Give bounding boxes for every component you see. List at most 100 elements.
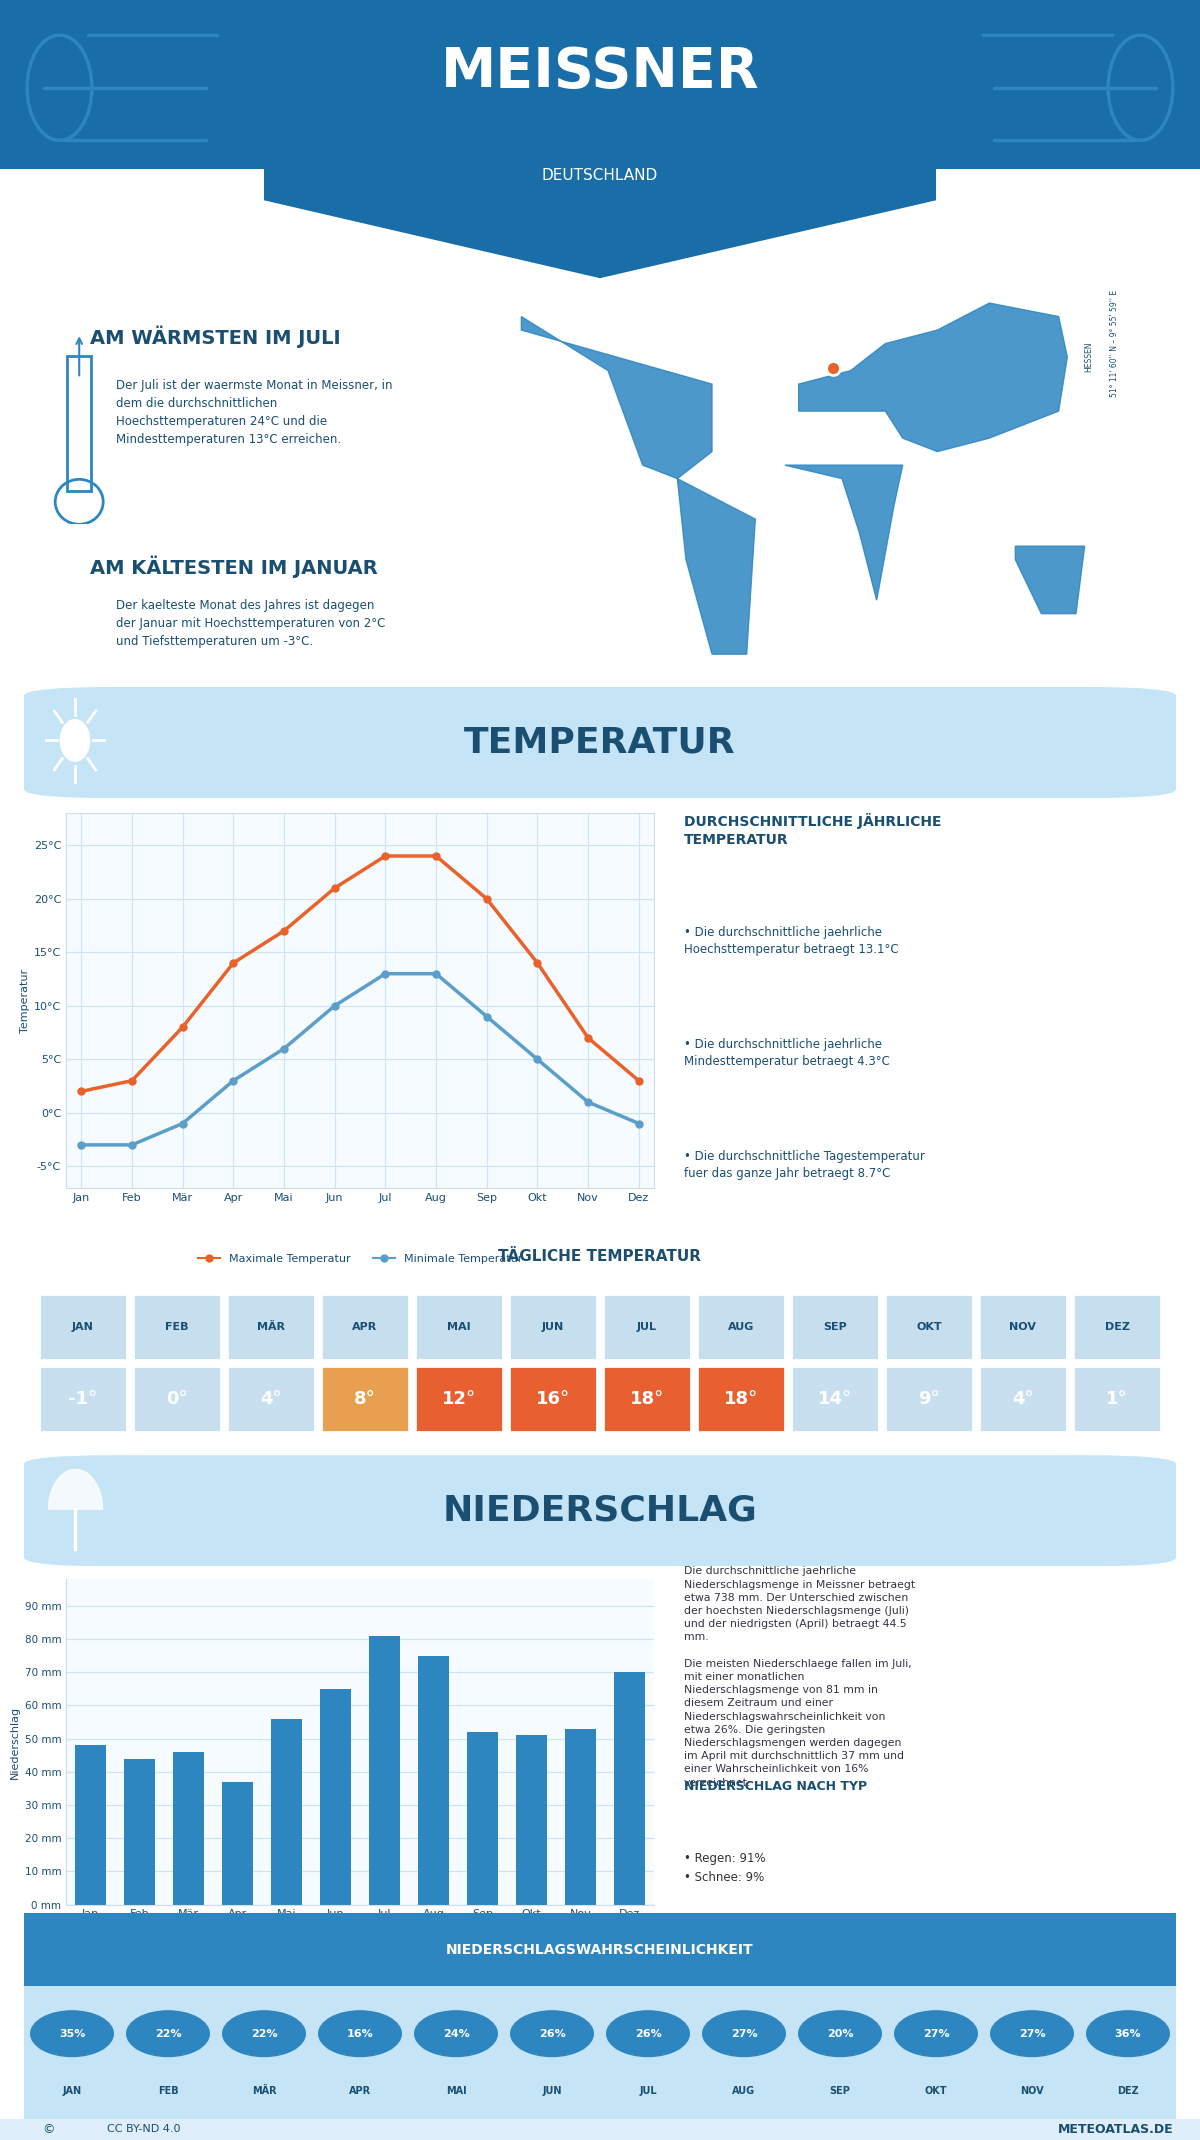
Bar [602, 1295, 691, 1361]
Text: 4°: 4° [1012, 1391, 1034, 1408]
Text: NOV: NOV [1020, 2086, 1044, 2095]
Text: JAN: JAN [72, 1323, 94, 1333]
Text: NOV: NOV [1009, 1323, 1037, 1333]
Y-axis label: Niederschlag: Niederschlag [11, 1706, 20, 1778]
Bar [602, 1365, 691, 1432]
Bar [124, 1759, 156, 1905]
Text: FEB: FEB [166, 1323, 188, 1333]
Text: 26%: 26% [635, 2029, 661, 2039]
Bar [697, 1295, 785, 1361]
Text: 27%: 27% [923, 2029, 949, 2039]
Text: OKT: OKT [925, 2086, 947, 2095]
Circle shape [895, 2012, 977, 2057]
Text: 16%: 16% [347, 2029, 373, 2039]
Y-axis label: Temperatur: Temperatur [19, 969, 30, 1031]
Bar [791, 1365, 880, 1432]
Text: • Die durchschnittliche jaehrliche
Mindesttemperatur betraegt 4.3°C: • Die durchschnittliche jaehrliche Minde… [684, 1038, 890, 1068]
Text: MEISSNER: MEISSNER [440, 45, 760, 98]
Text: 0°: 0° [166, 1391, 188, 1408]
Text: 16°: 16° [536, 1391, 570, 1408]
Bar [697, 1365, 785, 1432]
Text: 26%: 26% [539, 2029, 565, 2039]
Text: TÄGLICHE TEMPERATUR: TÄGLICHE TEMPERATUR [498, 1248, 702, 1265]
FancyBboxPatch shape [24, 1455, 1176, 1566]
Bar [38, 1365, 127, 1432]
Circle shape [31, 2012, 113, 2057]
Text: 18°: 18° [724, 1391, 758, 1408]
Bar [173, 1753, 204, 1905]
Bar [270, 1718, 302, 1905]
Bar [222, 1783, 253, 1905]
Circle shape [60, 719, 90, 762]
Text: 35%: 35% [59, 2029, 85, 2039]
Text: 1°: 1° [1106, 1391, 1128, 1408]
Text: DEUTSCHLAND: DEUTSCHLAND [542, 167, 658, 182]
Circle shape [415, 2012, 497, 2057]
Text: AUG: AUG [732, 2086, 756, 2095]
Legend: Maximale Temperatur, Minimale Temperatur: Maximale Temperatur, Minimale Temperatur [193, 1250, 527, 1269]
Circle shape [607, 2012, 689, 2057]
Bar [320, 1295, 409, 1361]
Text: METEOATLAS.DE: METEOATLAS.DE [1058, 2123, 1174, 2136]
Polygon shape [1015, 546, 1085, 614]
Text: NIEDERSCHLAG: NIEDERSCHLAG [443, 1494, 757, 1528]
Text: Der Juli ist der waermste Monat in Meissner, in
dem die durchschnittlichen
Hoech: Der Juli ist der waermste Monat in Meiss… [116, 379, 392, 445]
Polygon shape [677, 479, 755, 655]
Bar [319, 1688, 352, 1905]
Text: MÄR: MÄR [252, 2086, 276, 2095]
Bar [791, 1295, 880, 1361]
Circle shape [319, 2012, 401, 2057]
Bar [979, 1365, 1067, 1432]
Text: OKT: OKT [916, 1323, 942, 1333]
Bar [564, 1729, 596, 1905]
Text: 22%: 22% [251, 2029, 277, 2039]
Text: DEZ: DEZ [1104, 1323, 1129, 1333]
Text: HESSEN: HESSEN [1085, 342, 1093, 372]
FancyBboxPatch shape [24, 687, 1176, 798]
Text: 12°: 12° [442, 1391, 476, 1408]
Circle shape [1087, 2012, 1169, 2057]
Bar [884, 1365, 973, 1432]
Polygon shape [785, 464, 902, 599]
Text: 24%: 24% [443, 2029, 469, 2039]
Text: DEZ: DEZ [1117, 2086, 1139, 2095]
Bar [516, 1736, 547, 1905]
Text: CC BY-ND 4.0: CC BY-ND 4.0 [107, 2125, 181, 2134]
Text: NIEDERSCHLAGSWAHRSCHEINLICHKEIT: NIEDERSCHLAGSWAHRSCHEINLICHKEIT [446, 1943, 754, 1956]
Text: 14°: 14° [818, 1391, 852, 1408]
Text: 36%: 36% [1115, 2029, 1141, 2039]
Text: JUN: JUN [542, 2086, 562, 2095]
Text: • Regen: 91%
• Schnee: 9%: • Regen: 91% • Schnee: 9% [684, 1853, 766, 1885]
Text: SEP: SEP [823, 1323, 847, 1333]
Text: JAN: JAN [62, 2086, 82, 2095]
Text: AM KÄLTESTEN IM JANUAR: AM KÄLTESTEN IM JANUAR [90, 556, 378, 578]
Text: MAI: MAI [448, 1323, 470, 1333]
Bar [133, 1365, 221, 1432]
Bar [67, 355, 91, 490]
Text: • Die durchschnittliche jaehrliche
Hoechsttemperatur betraegt 13.1°C: • Die durchschnittliche jaehrliche Hoech… [684, 924, 899, 957]
Text: 27%: 27% [1019, 2029, 1045, 2039]
Text: JUL: JUL [640, 2086, 656, 2095]
Bar [1073, 1365, 1162, 1432]
Text: AM WÄRMSTEN IM JULI: AM WÄRMSTEN IM JULI [90, 325, 341, 349]
Text: 18°: 18° [630, 1391, 664, 1408]
Text: JUN: JUN [542, 1323, 564, 1333]
Text: 8°: 8° [354, 1391, 376, 1408]
Bar [415, 1365, 503, 1432]
Polygon shape [799, 304, 1067, 452]
Bar [74, 1746, 107, 1905]
Circle shape [223, 2012, 305, 2057]
Bar [368, 1635, 401, 1905]
Text: APR: APR [353, 1323, 378, 1333]
Text: TEMPERATUR: TEMPERATUR [464, 725, 736, 760]
Bar [415, 1295, 503, 1361]
Text: JUL: JUL [637, 1323, 658, 1333]
Text: APR: APR [349, 2086, 371, 2095]
Text: ©: © [42, 2123, 54, 2136]
Bar [467, 1731, 498, 1905]
Circle shape [799, 2012, 881, 2057]
Text: NIEDERSCHLAG NACH TYP: NIEDERSCHLAG NACH TYP [684, 1780, 868, 1793]
Legend: Niederschlagssumme: Niederschlagssumme [280, 1952, 440, 1971]
Text: 27%: 27% [731, 2029, 757, 2039]
Text: MÄR: MÄR [257, 1323, 286, 1333]
